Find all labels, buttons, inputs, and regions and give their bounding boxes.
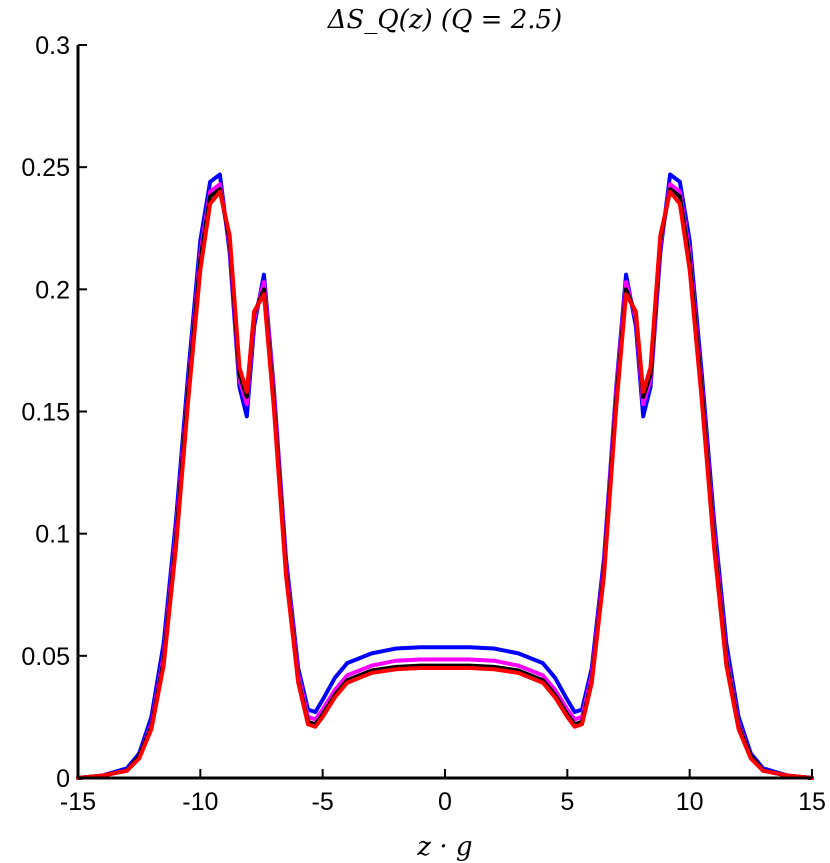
x-tick-label: -10 bbox=[182, 788, 218, 816]
y-tick-label: 0.2 bbox=[35, 276, 70, 304]
axes-layer: -15 -10 -5 0 5 10 15 0 0.05 0.1 0.15 0.2 0.25 0.3 bbox=[21, 32, 826, 816]
chart-title: ΔS_Q(z) (Q = 2.5) bbox=[327, 5, 562, 35]
y-tick-label: 0 bbox=[56, 765, 70, 793]
x-tick-label: 5 bbox=[560, 788, 574, 816]
x-tick-label: 15 bbox=[798, 788, 826, 816]
series-line-2 bbox=[76, 182, 814, 780]
series-line-4 bbox=[76, 189, 814, 780]
y-tick-label: 0.05 bbox=[21, 643, 70, 671]
series-line-1 bbox=[76, 172, 814, 780]
series-layer bbox=[76, 172, 814, 780]
y-tick-label: 0.25 bbox=[21, 154, 70, 182]
x-axis-label: z · g bbox=[416, 832, 472, 862]
x-tick-label: 10 bbox=[676, 788, 704, 816]
x-tick-label: -15 bbox=[60, 788, 96, 816]
x-tick-label: 0 bbox=[438, 788, 452, 816]
series-line-3 bbox=[76, 187, 814, 780]
x-tick-label: -5 bbox=[312, 788, 334, 816]
y-tick-label: 0.15 bbox=[21, 399, 70, 427]
y-tick-label: 0.3 bbox=[35, 32, 70, 60]
y-tick-label: 0.1 bbox=[35, 521, 70, 549]
